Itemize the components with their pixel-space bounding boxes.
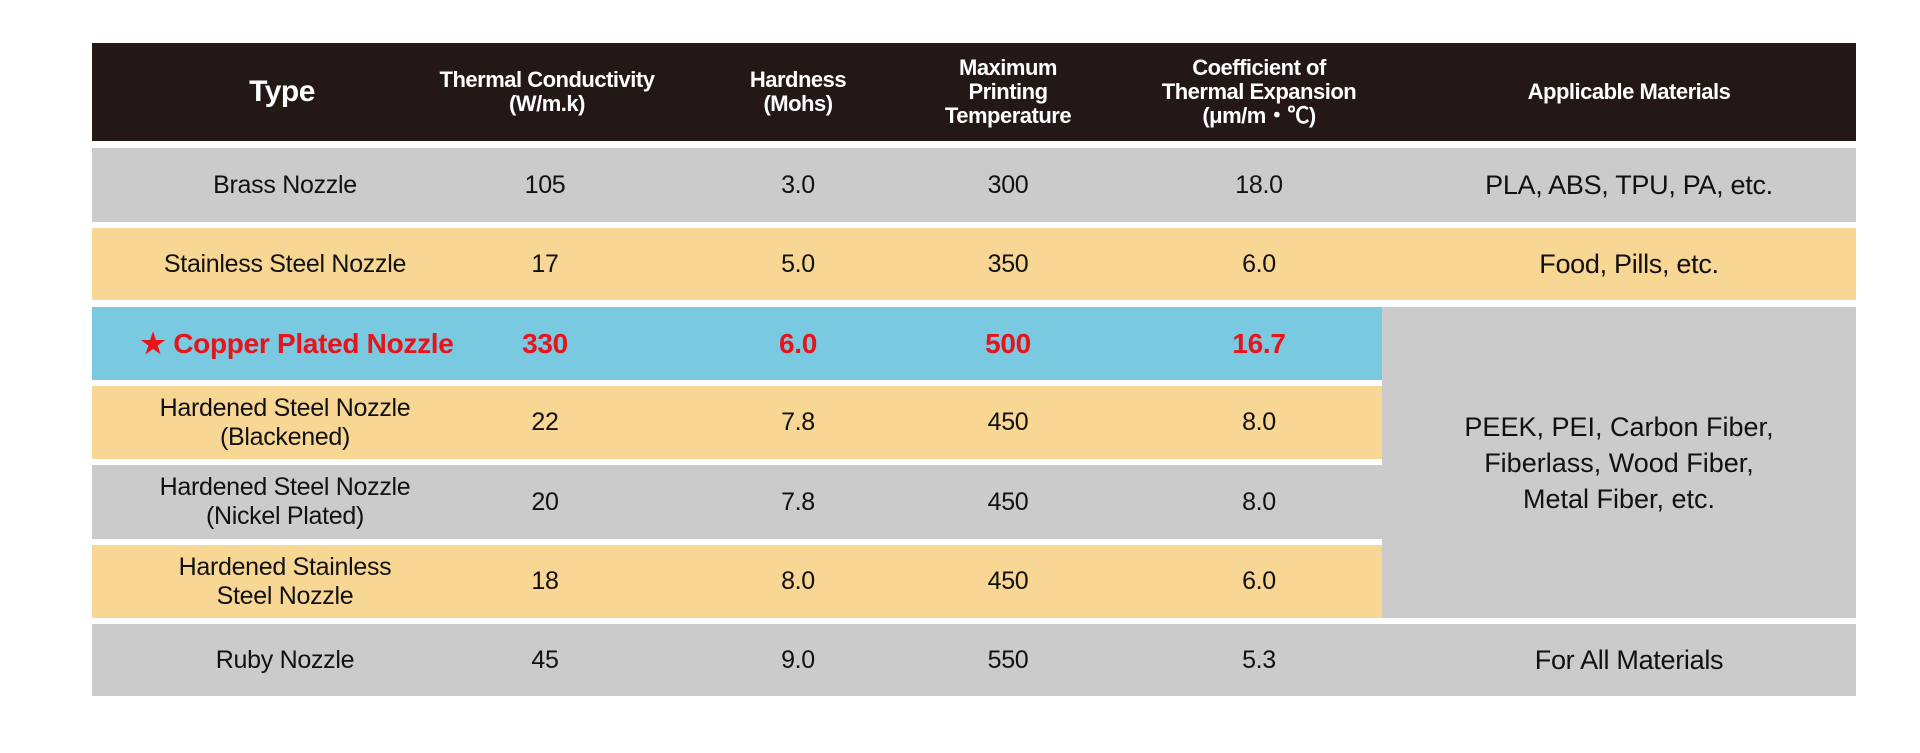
star-icon: ★ <box>140 328 166 359</box>
cell-type-line2: Steel Nozzle <box>216 581 354 610</box>
cell-hardness: 3.0 <box>781 170 815 199</box>
header-type-label: Type <box>249 75 315 108</box>
materials-line: PEEK, PEI, Carbon Fiber, <box>1464 411 1774 442</box>
cell-materials: Food, Pills, etc. <box>1539 248 1719 279</box>
cell-conductivity: 17 <box>531 249 559 278</box>
header-materials: Applicable Materials <box>1472 43 1786 141</box>
cell-hardness: 7.8 <box>781 487 815 516</box>
table-row: Brass Nozzle 105 3.0 300 18.0 PLA, ABS, … <box>92 148 1856 222</box>
header-type: Type <box>202 43 362 141</box>
header-unit: (W/m.k) <box>509 91 585 116</box>
cell-type: Hardened Steel Nozzle (Blackened) <box>112 386 458 459</box>
cell-hardness: 5.0 <box>781 249 815 278</box>
cell-type-line1: Hardened Stainless <box>178 552 392 581</box>
cell-conductivity: 22 <box>531 408 559 436</box>
table-row-highlighted: ★ Copper Plated Nozzle 330 6.0 500 16.7 <box>92 307 1382 380</box>
cell-hardness: 7.8 <box>781 408 815 436</box>
cell-conductivity: 330 <box>522 328 568 359</box>
cell-cte: 8.0 <box>1242 487 1276 516</box>
cell-max-temp: 350 <box>987 249 1029 278</box>
cell-type-line2: (Blackened) <box>219 422 351 451</box>
cell-conductivity: 105 <box>524 170 566 199</box>
cell-max-temp: 450 <box>987 567 1029 595</box>
cell-hardness: 9.0 <box>781 645 815 674</box>
cell-type: Ruby Nozzle <box>215 645 355 674</box>
header-label: Coefficient of Thermal Expansion <box>1161 55 1357 104</box>
cell-type-line1: Hardened Steel Nozzle <box>159 393 411 422</box>
cell-type-label: Copper Plated Nozzle <box>173 328 454 359</box>
header-unit: (Mohs) <box>763 91 833 116</box>
cell-type-line1: Hardened Steel Nozzle <box>159 473 411 501</box>
table-row: Hardened Stainless Steel Nozzle 18 8.0 45… <box>92 545 1382 618</box>
cell-type-line2: (Nickel Plated) <box>205 502 365 530</box>
cell-materials: For All Materials <box>1534 644 1724 675</box>
table-row: Ruby Nozzle 45 9.0 550 5.3 For All Mater… <box>92 624 1856 696</box>
table-row: Hardened Steel Nozzle (Blackened) 22 7.8 … <box>92 386 1382 459</box>
cell-max-temp: 450 <box>987 487 1029 516</box>
header-label: Maximum Printing <box>959 55 1057 104</box>
cell-type: Brass Nozzle <box>213 170 357 199</box>
cell-cte: 5.3 <box>1242 645 1276 674</box>
cell-max-temp: 450 <box>987 408 1029 436</box>
cell-conductivity: 45 <box>531 645 559 674</box>
merged-materials-cell: PEEK, PEI, Carbon Fiber, Fiberlass, Wood… <box>1382 307 1856 618</box>
header-max-temp: Maximum Printing Temperature <box>918 43 1098 141</box>
cell-type: ★ Copper Plated Nozzle <box>92 307 502 380</box>
cell-type: Hardened Stainless Steel Nozzle <box>112 545 458 618</box>
table-row: Stainless Steel Nozzle 17 5.0 350 6.0 Fo… <box>92 228 1856 300</box>
cell-max-temp: 300 <box>987 170 1029 199</box>
header-label: Hardness <box>749 67 847 92</box>
cell-conductivity: 18 <box>531 567 559 595</box>
table-row: Hardened Steel Nozzle (Nickel Plated) 20 … <box>92 465 1382 539</box>
header-thermal-conductivity: Thermal Conductivity (W/m.k) <box>402 43 692 141</box>
materials-line: Metal Fiber, etc. <box>1522 483 1716 514</box>
cell-cte: 18.0 <box>1235 170 1283 199</box>
header-cte: Coefficient of Thermal Expansion (μm/m・℃) <box>1154 43 1364 141</box>
header-unit: (μm/m・℃) <box>1202 103 1316 128</box>
cell-cte: 6.0 <box>1242 249 1276 278</box>
cell-type: Hardened Steel Nozzle (Nickel Plated) <box>112 465 458 539</box>
header-hardness: Hardness (Mohs) <box>722 43 874 141</box>
cell-hardness: 8.0 <box>781 567 815 595</box>
cell-cte: 6.0 <box>1242 567 1276 595</box>
cell-cte: 16.7 <box>1232 328 1286 359</box>
cell-max-temp: 500 <box>985 328 1031 359</box>
table-header: Type Thermal Conductivity (W/m.k) Hardnes… <box>92 43 1856 141</box>
header-label: Thermal Conductivity <box>439 67 655 92</box>
header-label-2: Temperature <box>944 103 1072 128</box>
materials-line: Fiberlass, Wood Fiber, <box>1484 447 1754 478</box>
cell-hardness: 6.0 <box>778 328 818 359</box>
cell-materials: PLA, ABS, TPU, PA, etc. <box>1485 169 1773 200</box>
cell-cte: 8.0 <box>1242 408 1276 436</box>
header-label: Applicable Materials <box>1527 79 1731 104</box>
cell-max-temp: 550 <box>987 645 1029 674</box>
cell-conductivity: 20 <box>531 487 559 516</box>
cell-type: Stainless Steel Nozzle <box>163 249 407 278</box>
